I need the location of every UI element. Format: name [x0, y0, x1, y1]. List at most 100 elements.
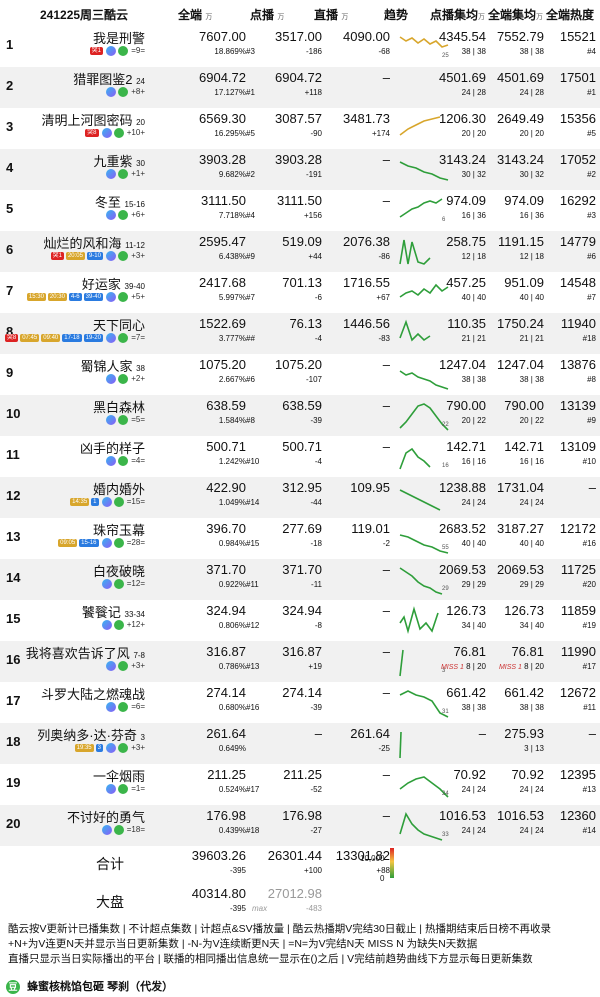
show-title[interactable]: 不讨好的勇气 — [66, 810, 145, 825]
show-meta: +8+ — [105, 87, 145, 97]
trend-sparkline — [398, 111, 454, 147]
total-value: 274.14 — [206, 685, 246, 700]
heat-value: 13139 — [559, 398, 596, 413]
vod-average-episodes: 40 | 40 — [461, 293, 486, 302]
header-total-avg: 全端集均万 — [488, 8, 544, 22]
legend-min: 0 — [380, 874, 385, 883]
show-title[interactable]: 好运家 39-40 — [81, 277, 145, 292]
show-title[interactable]: 清明上河图密码 20 — [41, 113, 145, 128]
show-meta: =5= — [105, 415, 145, 425]
table-row: 17 斗罗大陆之燃魂战 =6= 274.14 0.680% 274.14 #16 -39–3… — [0, 682, 600, 723]
vod-meta: #2 -191 — [246, 170, 322, 179]
show-title[interactable]: 珠帘玉幕 — [92, 523, 145, 538]
vod-value: 500.71 — [282, 439, 322, 454]
table-row: 14 白夜破晓 =12= 371.70 0.922% 371.70 #11 -11–29 20… — [0, 559, 600, 600]
broadcast-tag: 突8 — [85, 129, 99, 137]
total-share: 5.997% — [218, 293, 246, 302]
vod-average: 2683.52 — [439, 521, 486, 536]
total-average: 3143.24 — [497, 152, 544, 167]
platform-icon — [101, 497, 112, 507]
header-heat: 全端热度 — [546, 8, 595, 22]
vod-average: 142.71 — [446, 439, 486, 454]
show-title[interactable]: 饕餮记 33-34 — [81, 605, 145, 620]
header-trend: 趋势 — [384, 8, 409, 22]
live-value: – — [382, 603, 390, 618]
live-value: – — [382, 767, 390, 782]
total-value: 7607.00 — [199, 29, 246, 44]
rank-number: 19 — [6, 775, 21, 790]
show-title[interactable]: 我是刑警 — [92, 31, 145, 46]
rank-number: 3 — [6, 119, 14, 134]
show-title[interactable]: 凶手的样子 — [79, 441, 145, 456]
show-title[interactable]: 冬至 15-16 — [94, 195, 145, 210]
trend-color-legend: 10,000 0 — [360, 846, 420, 884]
total-value: 396.70 — [206, 521, 246, 536]
heat-rank: #10 — [582, 457, 596, 466]
total-value: 371.70 — [206, 562, 246, 577]
show-title[interactable]: 斗罗大陆之燃魂战 — [40, 687, 145, 702]
vod-meta: #8 -39 — [246, 416, 322, 425]
platform-icon — [105, 743, 116, 753]
platform-icon — [105, 87, 116, 97]
show-title[interactable]: 九重紫 30 — [93, 154, 145, 169]
vod-average: 110.35 — [447, 316, 486, 331]
show-title[interactable]: 白夜破晓 — [92, 564, 145, 579]
live-value: 109.95 — [350, 480, 390, 495]
platform-icon — [105, 702, 116, 712]
total-value: 2417.68 — [199, 275, 246, 290]
live-change: -68 — [378, 47, 390, 56]
heat-rank: #17 — [582, 662, 596, 671]
total-average: 1750.24 — [497, 316, 544, 331]
platform-icon — [105, 292, 116, 302]
heat-value: 16292 — [559, 193, 596, 208]
total-average: 126.73 — [504, 603, 544, 618]
total-average-episodes: 20 | 20 — [519, 129, 544, 138]
show-title[interactable]: 我将喜欢告诉了风 7-8 — [25, 646, 145, 661]
table-row: 4 九重紫 30 +1+ 3903.28 9.682% 3903.28 #2 -191–31… — [0, 149, 600, 190]
vod-meta: #10 -4 — [246, 457, 322, 466]
rank-number: 20 — [6, 816, 21, 831]
heat-rank: #18 — [582, 334, 596, 343]
total-share: 18.869% — [214, 47, 246, 56]
vod-meta: #7 -6 — [246, 293, 322, 302]
show-title[interactable]: 婚内婚外 — [92, 482, 145, 497]
trend-sparkline — [398, 603, 454, 639]
show-title[interactable]: 列奥纳多·达·芬奇 3 — [37, 728, 145, 743]
show-meta: 突1 =9= — [89, 46, 145, 56]
market-row: 大盘 40314.80 -395 27012.98 max -483 — [0, 884, 600, 920]
live-change: -2 — [382, 539, 390, 548]
platform-icon — [105, 333, 116, 343]
total-average-episodes: 34 | 40 — [519, 621, 544, 630]
market-total: 40314.80 — [191, 886, 246, 901]
total-share: 1.584% — [218, 416, 246, 425]
total-average-episodes: 30 | 32 — [519, 170, 544, 179]
totals-total-change: -395 — [229, 866, 246, 875]
total-average-episodes: 3 | 13 — [524, 744, 544, 753]
show-title[interactable]: 猎罪图鉴2 24 — [73, 72, 145, 87]
show-title[interactable]: 蜀锦人家 38 — [80, 359, 145, 374]
total-share: 2.667% — [218, 375, 246, 384]
heat-value: 11940 — [560, 316, 596, 331]
total-average-episodes: 24 | 24 — [519, 785, 544, 794]
show-title[interactable]: 一伞烟雨 — [92, 769, 145, 784]
heat-rank: #20 — [582, 580, 596, 589]
rank-number: 13 — [6, 529, 21, 544]
platform-icon — [105, 661, 116, 671]
platform-icon — [105, 251, 116, 261]
show-title[interactable]: 灿烂的风和海 11-12 — [43, 236, 145, 251]
table-row: 11 凶手的样子 =4= 500.71 1.242% 500.71 #10 -4–16 142… — [0, 436, 600, 477]
table-row: 9 蜀锦人家 38 +2+ 1075.20 2.667% 1075.20 #6 -107–1… — [0, 354, 600, 395]
vod-average: 76.81 — [453, 644, 486, 659]
vod-value: 3111.50 — [276, 193, 322, 208]
vod-average: 661.42 — [446, 685, 486, 700]
vod-meta: #15 -18 — [246, 539, 322, 548]
heat-rank: #6 — [587, 252, 596, 261]
show-title[interactable]: 天下同心 — [92, 318, 145, 333]
broadcast-tag: 突8 — [4, 334, 19, 342]
vod-average: 974.09 — [446, 193, 486, 208]
show-title[interactable]: 黑白森林 — [92, 400, 145, 415]
vod-average-episodes: 24 | 28 — [461, 88, 486, 97]
heat-value: 12395 — [559, 767, 596, 782]
trend-sparkline: 16 — [398, 439, 454, 475]
total-value: 6569.30 — [199, 111, 246, 126]
